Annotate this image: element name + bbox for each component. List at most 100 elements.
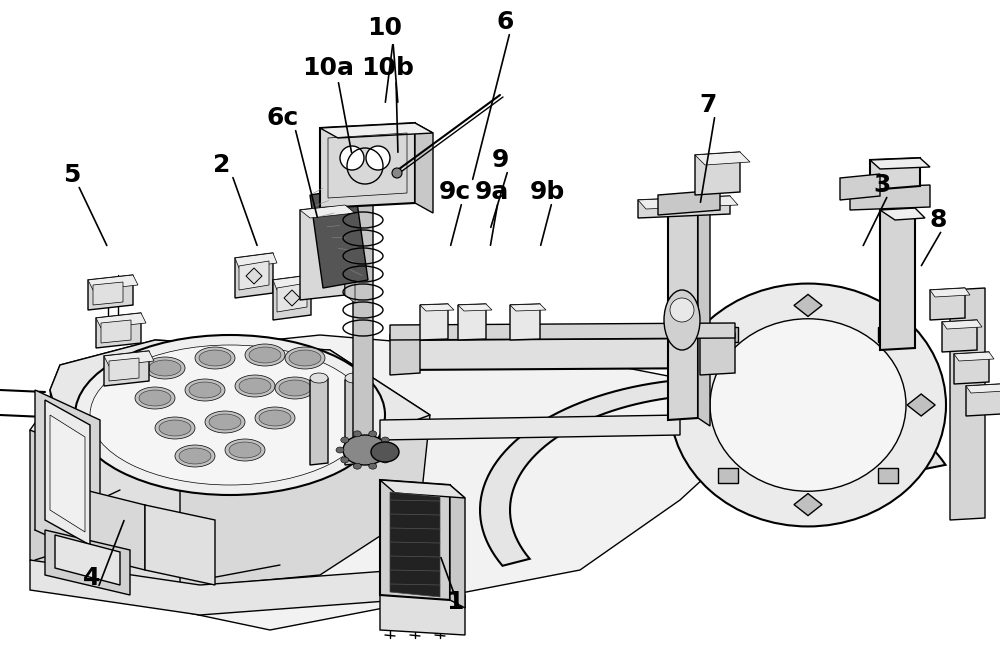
- Ellipse shape: [275, 377, 315, 399]
- Ellipse shape: [340, 146, 364, 170]
- Ellipse shape: [249, 347, 281, 363]
- Polygon shape: [966, 384, 1000, 393]
- Polygon shape: [55, 535, 120, 585]
- Ellipse shape: [259, 410, 291, 426]
- Ellipse shape: [195, 347, 235, 369]
- Polygon shape: [942, 320, 977, 352]
- Polygon shape: [380, 480, 450, 600]
- Polygon shape: [870, 158, 920, 190]
- Polygon shape: [510, 304, 546, 311]
- Text: 9: 9: [491, 148, 509, 172]
- Polygon shape: [870, 158, 930, 169]
- Polygon shape: [80, 450, 180, 600]
- Text: 6c: 6c: [267, 106, 299, 130]
- Polygon shape: [420, 304, 448, 340]
- Polygon shape: [510, 304, 540, 340]
- Ellipse shape: [235, 375, 275, 397]
- Text: 1: 1: [446, 590, 464, 614]
- Polygon shape: [310, 378, 328, 465]
- Ellipse shape: [229, 442, 261, 458]
- Polygon shape: [273, 275, 311, 320]
- Polygon shape: [450, 485, 465, 608]
- Polygon shape: [50, 415, 85, 532]
- Polygon shape: [109, 358, 139, 381]
- Ellipse shape: [343, 435, 387, 465]
- Polygon shape: [45, 530, 130, 595]
- Polygon shape: [273, 275, 315, 290]
- Polygon shape: [420, 304, 454, 311]
- Text: 10: 10: [368, 16, 402, 40]
- Ellipse shape: [310, 373, 328, 383]
- Polygon shape: [794, 295, 822, 317]
- Polygon shape: [718, 327, 738, 342]
- Polygon shape: [300, 205, 345, 300]
- Polygon shape: [320, 123, 433, 138]
- Polygon shape: [390, 333, 420, 375]
- Polygon shape: [101, 320, 131, 343]
- Polygon shape: [235, 253, 277, 268]
- Polygon shape: [415, 123, 433, 213]
- Polygon shape: [88, 275, 138, 290]
- Ellipse shape: [209, 414, 241, 430]
- Ellipse shape: [245, 344, 285, 366]
- Polygon shape: [658, 190, 720, 215]
- Polygon shape: [104, 351, 149, 386]
- Ellipse shape: [279, 380, 311, 396]
- Ellipse shape: [369, 431, 377, 437]
- Polygon shape: [638, 196, 738, 209]
- Polygon shape: [145, 505, 215, 585]
- Ellipse shape: [381, 437, 389, 443]
- Text: 2: 2: [213, 153, 231, 177]
- Polygon shape: [966, 384, 1000, 416]
- Ellipse shape: [670, 298, 694, 322]
- Ellipse shape: [366, 146, 390, 170]
- Polygon shape: [96, 313, 146, 328]
- Polygon shape: [353, 140, 380, 153]
- Polygon shape: [638, 196, 730, 218]
- Polygon shape: [880, 208, 915, 350]
- Ellipse shape: [239, 378, 271, 394]
- Polygon shape: [668, 203, 698, 420]
- Polygon shape: [93, 282, 123, 305]
- Polygon shape: [380, 590, 465, 635]
- Polygon shape: [320, 123, 415, 208]
- Ellipse shape: [75, 335, 385, 495]
- Polygon shape: [345, 378, 363, 465]
- Polygon shape: [300, 205, 355, 218]
- Polygon shape: [950, 288, 985, 520]
- Text: 9c: 9c: [439, 180, 471, 204]
- Polygon shape: [878, 327, 898, 342]
- Text: 7: 7: [699, 93, 717, 117]
- Polygon shape: [345, 205, 355, 303]
- Polygon shape: [45, 400, 90, 545]
- Polygon shape: [850, 185, 930, 210]
- Polygon shape: [390, 492, 440, 597]
- Polygon shape: [840, 174, 880, 200]
- Polygon shape: [395, 338, 730, 370]
- Text: 10a: 10a: [302, 56, 354, 80]
- Polygon shape: [942, 320, 982, 329]
- Ellipse shape: [341, 457, 349, 463]
- Text: 5: 5: [63, 163, 81, 187]
- Ellipse shape: [225, 439, 265, 461]
- Polygon shape: [30, 335, 740, 630]
- Ellipse shape: [189, 382, 221, 398]
- Ellipse shape: [345, 373, 363, 383]
- Polygon shape: [353, 140, 373, 460]
- Ellipse shape: [371, 442, 399, 462]
- Polygon shape: [390, 323, 735, 340]
- Polygon shape: [50, 340, 430, 470]
- Ellipse shape: [185, 379, 225, 401]
- Polygon shape: [480, 378, 946, 566]
- Polygon shape: [718, 468, 738, 483]
- Polygon shape: [930, 288, 965, 320]
- Ellipse shape: [670, 284, 946, 527]
- Polygon shape: [239, 261, 269, 290]
- Text: 9a: 9a: [475, 180, 509, 204]
- Text: 8: 8: [929, 208, 947, 232]
- Polygon shape: [458, 304, 492, 311]
- Ellipse shape: [381, 457, 389, 463]
- Polygon shape: [668, 203, 710, 214]
- Polygon shape: [246, 268, 262, 284]
- Polygon shape: [85, 490, 145, 570]
